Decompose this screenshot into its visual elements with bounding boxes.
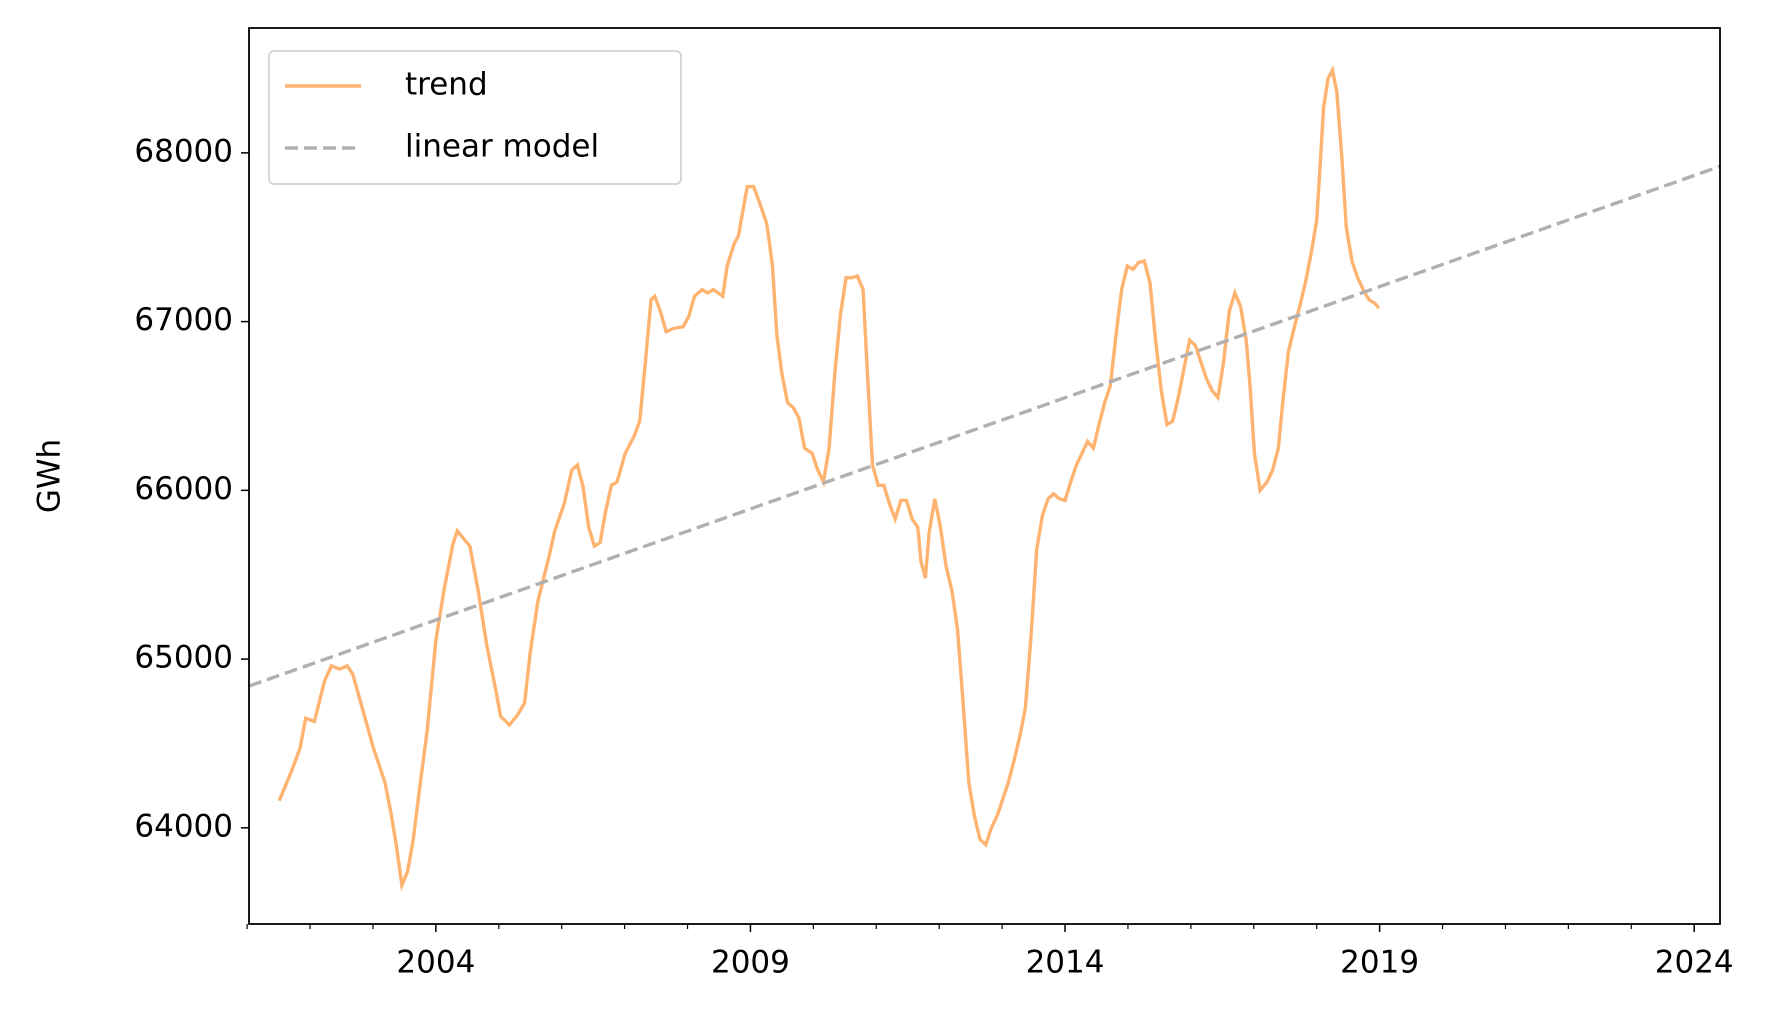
series-line (277, 65, 1381, 892)
x-tick-label: 2009 (711, 945, 790, 981)
x-tick-label: 2019 (1340, 945, 1419, 981)
legend-box (268, 50, 682, 185)
legend-label: trend (405, 67, 488, 103)
y-tick-label: 64000 (134, 808, 233, 844)
x-tick-label: 2024 (1655, 945, 1734, 981)
x-tick-label: 2004 (396, 945, 475, 981)
y-tick-label: 67000 (134, 302, 233, 338)
plot-frame (248, 27, 1721, 925)
y-tick-label: 66000 (134, 471, 233, 507)
y-tick-label: 68000 (134, 133, 233, 169)
series-line (249, 164, 1720, 688)
y-axis-label: GWh (32, 439, 68, 513)
y-tick-label: 65000 (134, 640, 233, 676)
x-tick-label: 2014 (1026, 945, 1105, 981)
legend-label: linear model (405, 129, 599, 165)
